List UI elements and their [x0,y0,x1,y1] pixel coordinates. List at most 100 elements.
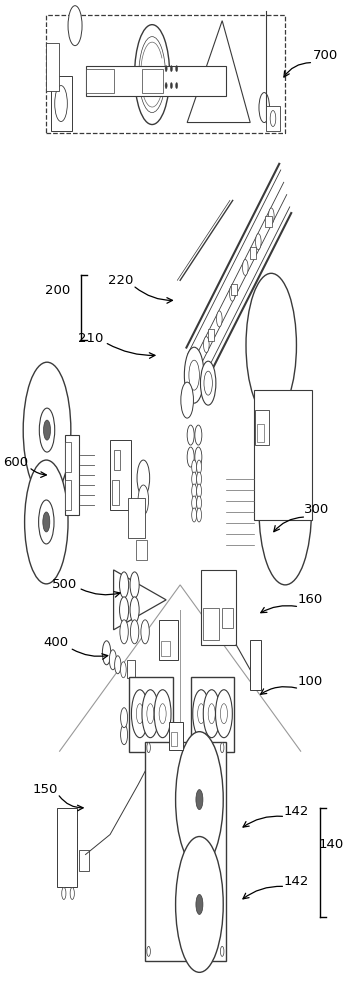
Circle shape [43,420,51,440]
Circle shape [25,460,68,584]
Circle shape [135,25,169,125]
Circle shape [192,496,197,510]
Bar [250,640,261,690]
Circle shape [208,704,215,724]
Circle shape [192,472,197,486]
Bar [145,742,226,961]
Circle shape [197,484,201,498]
Text: 142: 142 [283,875,308,888]
Circle shape [192,484,197,498]
Bar [114,450,120,470]
Bar [85,66,226,96]
Circle shape [187,425,194,445]
Circle shape [68,6,82,46]
Text: 160: 160 [297,593,323,606]
Circle shape [170,66,172,72]
Circle shape [203,690,220,738]
Circle shape [259,435,312,585]
Bar [256,410,269,445]
Bar [85,69,114,93]
Bar [136,540,147,560]
Circle shape [176,732,223,867]
Circle shape [230,285,235,301]
Polygon shape [187,21,250,123]
Polygon shape [114,570,166,630]
Text: 300: 300 [304,503,329,516]
Circle shape [192,508,197,522]
Circle shape [200,361,216,405]
Circle shape [187,447,194,467]
Circle shape [130,620,139,644]
Bar [191,677,235,752]
Bar [129,677,173,752]
Bar [266,106,280,131]
Bar [127,498,145,538]
Bar [46,15,284,133]
Circle shape [176,66,178,72]
Circle shape [138,485,148,515]
Text: 500: 500 [52,578,77,591]
Circle shape [268,208,274,224]
Circle shape [216,311,222,327]
Circle shape [120,620,128,644]
Bar [64,435,79,515]
Circle shape [193,690,210,738]
Bar [65,442,71,472]
Circle shape [197,496,201,510]
Circle shape [55,86,67,122]
Circle shape [259,93,269,123]
Text: 700: 700 [313,49,338,62]
Bar [231,284,237,295]
Circle shape [176,837,223,972]
Circle shape [43,512,50,532]
Circle shape [109,650,116,670]
Bar [57,808,77,887]
Circle shape [131,690,148,738]
Circle shape [23,362,71,498]
Circle shape [184,347,204,403]
Circle shape [142,690,159,738]
Bar [265,216,272,227]
Bar [201,570,236,645]
Bar [257,424,264,442]
Circle shape [139,37,166,113]
Bar [65,480,71,510]
Bar [171,732,177,746]
Circle shape [270,111,276,127]
Circle shape [256,234,261,250]
Bar [169,722,183,750]
Circle shape [137,460,150,496]
Circle shape [189,360,199,390]
Circle shape [220,743,224,753]
Bar [159,620,178,660]
Bar [142,69,163,93]
Circle shape [204,371,213,395]
Circle shape [242,259,248,275]
Text: 210: 210 [78,332,104,345]
Bar [203,608,219,640]
Circle shape [195,447,202,467]
Text: 100: 100 [297,675,323,688]
Circle shape [197,508,201,522]
Text: 140: 140 [318,838,344,851]
Circle shape [197,472,201,486]
Circle shape [130,597,139,623]
Circle shape [196,894,203,914]
Circle shape [195,425,202,445]
Bar [79,850,89,871]
Circle shape [121,725,127,745]
Bar [110,440,131,510]
Text: 400: 400 [43,636,68,649]
Circle shape [165,66,167,72]
Text: 200: 200 [45,284,70,297]
Circle shape [220,704,227,724]
Circle shape [165,83,167,89]
Bar [208,329,214,341]
Circle shape [103,641,111,665]
Circle shape [136,704,143,724]
Circle shape [192,460,197,474]
Circle shape [204,337,209,353]
Circle shape [121,708,127,728]
Circle shape [147,704,154,724]
Bar [222,608,233,628]
